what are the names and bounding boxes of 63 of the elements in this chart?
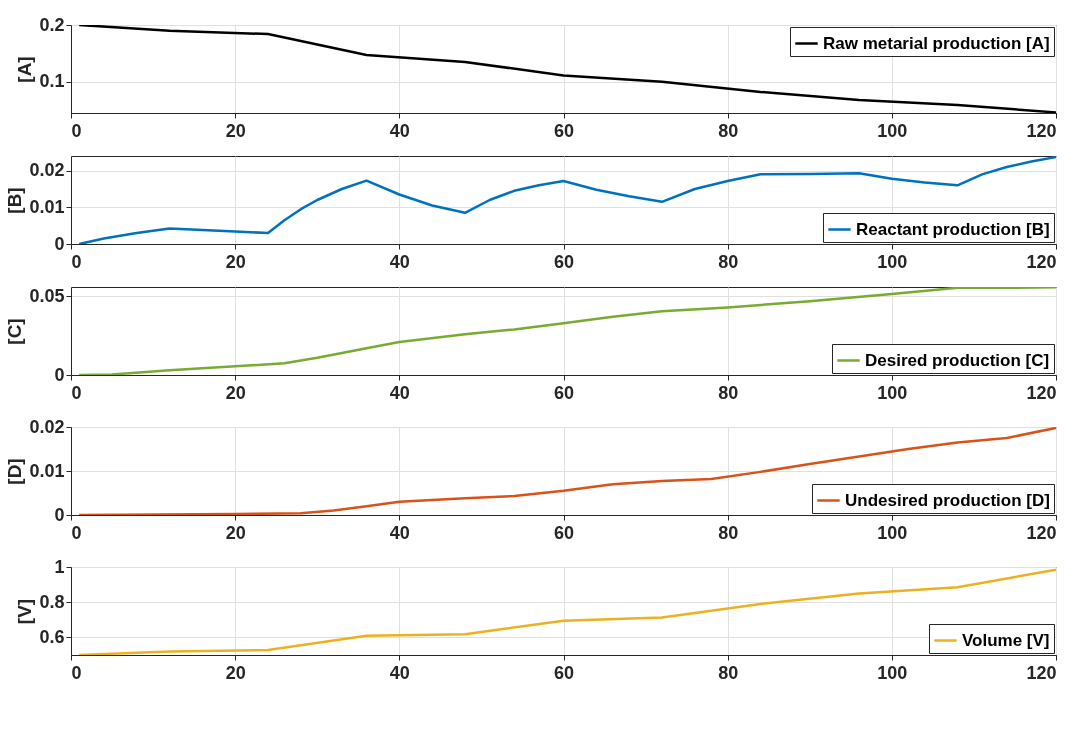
x-tick-label: 60 — [553, 522, 575, 543]
x-tick-label: 100 — [877, 522, 908, 543]
x-tick-label: 0 — [71, 120, 82, 141]
x-tick-label: 80 — [718, 522, 739, 543]
line-series — [77, 25, 1056, 113]
y-tick-label: 0.02 — [29, 416, 65, 437]
x-tick-label: 120 — [1026, 382, 1057, 403]
y-tick-label: 0.02 — [29, 160, 65, 181]
x-tick-label: 100 — [877, 662, 908, 683]
y-axis-title: [B] — [4, 187, 26, 214]
line-series — [77, 287, 1056, 375]
legend-label: Undesired production [D] — [845, 490, 1050, 510]
line-series — [77, 427, 1056, 515]
x-tick-label: 120 — [1026, 662, 1057, 683]
y-tick-label: 0.2 — [39, 14, 65, 35]
x-tick-label: 40 — [389, 251, 410, 272]
y-tick-label: 0.6 — [39, 626, 65, 647]
x-tick-label: 0 — [71, 382, 82, 403]
x-tick-label: 20 — [225, 382, 246, 403]
x-tick-label: 40 — [389, 662, 410, 683]
y-tick-label: 0 — [54, 504, 65, 525]
y-tick-label: 0.1 — [39, 71, 65, 92]
y-tick-label: 0.8 — [39, 591, 65, 612]
y-axis-title: [V] — [14, 598, 36, 625]
y-tick-label: 1 — [54, 556, 65, 577]
x-tick-label: 120 — [1026, 522, 1057, 543]
x-tick-label: 20 — [225, 522, 246, 543]
legend-label: Reactant production [B] — [856, 219, 1050, 239]
x-tick-label: 0 — [71, 522, 82, 543]
x-tick-label: 0 — [71, 662, 82, 683]
x-tick-label: 60 — [553, 120, 575, 141]
x-tick-label: 40 — [389, 382, 410, 403]
x-tick-label: 40 — [389, 522, 410, 543]
x-tick-label: 20 — [225, 662, 246, 683]
x-tick-label: 100 — [877, 382, 908, 403]
x-tick-label: 80 — [718, 251, 739, 272]
x-tick-label: 120 — [1026, 251, 1057, 272]
y-tick-label: 0.01 — [29, 196, 65, 217]
legend-label: Desired production [C] — [865, 350, 1050, 370]
x-tick-label: 80 — [718, 662, 739, 683]
y-axis-title: [D] — [4, 458, 26, 485]
y-tick-label: 0 — [54, 233, 65, 254]
y-tick-label: 0.01 — [29, 460, 65, 481]
x-tick-label: 60 — [553, 662, 575, 683]
x-tick-label: 40 — [389, 120, 410, 141]
legend-label: Volume [V] — [962, 630, 1050, 650]
x-tick-label: 100 — [877, 251, 908, 272]
y-tick-label: 0.05 — [29, 285, 65, 306]
x-tick-label: 60 — [553, 251, 575, 272]
x-tick-label: 80 — [718, 120, 739, 141]
x-tick-label: 100 — [877, 120, 908, 141]
x-tick-label: 20 — [225, 120, 246, 141]
x-tick-label: 20 — [225, 251, 246, 272]
y-axis-title: [A] — [14, 56, 36, 83]
legend-label: Raw metarial production [A] — [823, 33, 1050, 53]
y-tick-label: 0 — [54, 364, 65, 385]
x-tick-label: 0 — [71, 251, 82, 272]
x-tick-label: 80 — [718, 382, 739, 403]
line-series — [77, 568, 1056, 655]
x-tick-label: 120 — [1026, 120, 1057, 141]
line-series — [77, 156, 1056, 244]
x-tick-label: 60 — [553, 382, 575, 403]
y-axis-title: [C] — [4, 318, 26, 345]
